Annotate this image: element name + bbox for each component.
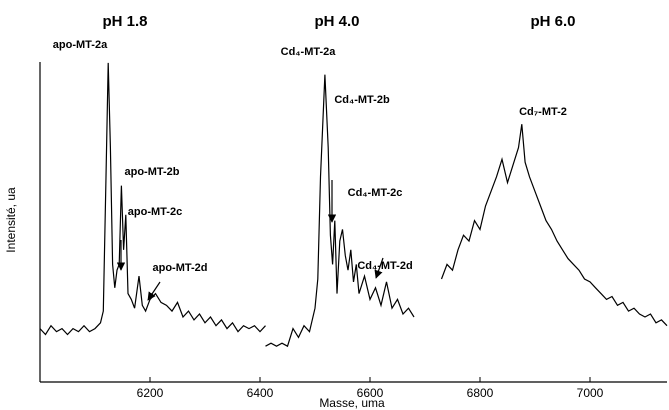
x-axis-label: Masse, uma (319, 396, 385, 410)
spectrum-line (440, 124, 668, 327)
y-axis-label: Intensité, ua (4, 187, 18, 253)
panel-title: pH 6.0 (530, 13, 575, 30)
annotation: apo-MT-2a (53, 39, 108, 51)
spectrum-line (39, 62, 266, 336)
annotation: Cd₄-MT-2c (348, 187, 403, 199)
annotation: Cd₄-MT-2b (334, 94, 390, 106)
x-tick-label: 7000 (577, 386, 604, 400)
annotation: apo-MT-2c (128, 206, 182, 218)
annotation: Cd₄-MT-2d (357, 260, 412, 272)
panel-title: pH 4.0 (314, 13, 359, 30)
x-tick-label: 6200 (137, 386, 164, 400)
panel-title: pH 1.8 (102, 13, 147, 30)
annotation: apo-MT-2b (125, 166, 180, 178)
annotation: Cd₇-MT-2 (519, 106, 567, 118)
x-tick-label: 6800 (467, 386, 494, 400)
annotation: Cd₄-MT-2a (281, 46, 337, 58)
annotation-arrow (374, 257, 384, 279)
annotation: apo-MT-2d (153, 262, 208, 274)
spectrum-line (265, 74, 415, 348)
x-tick-label: 6400 (247, 386, 274, 400)
x-tick-label: 6600 (357, 386, 384, 400)
annotation-arrow (147, 281, 161, 301)
